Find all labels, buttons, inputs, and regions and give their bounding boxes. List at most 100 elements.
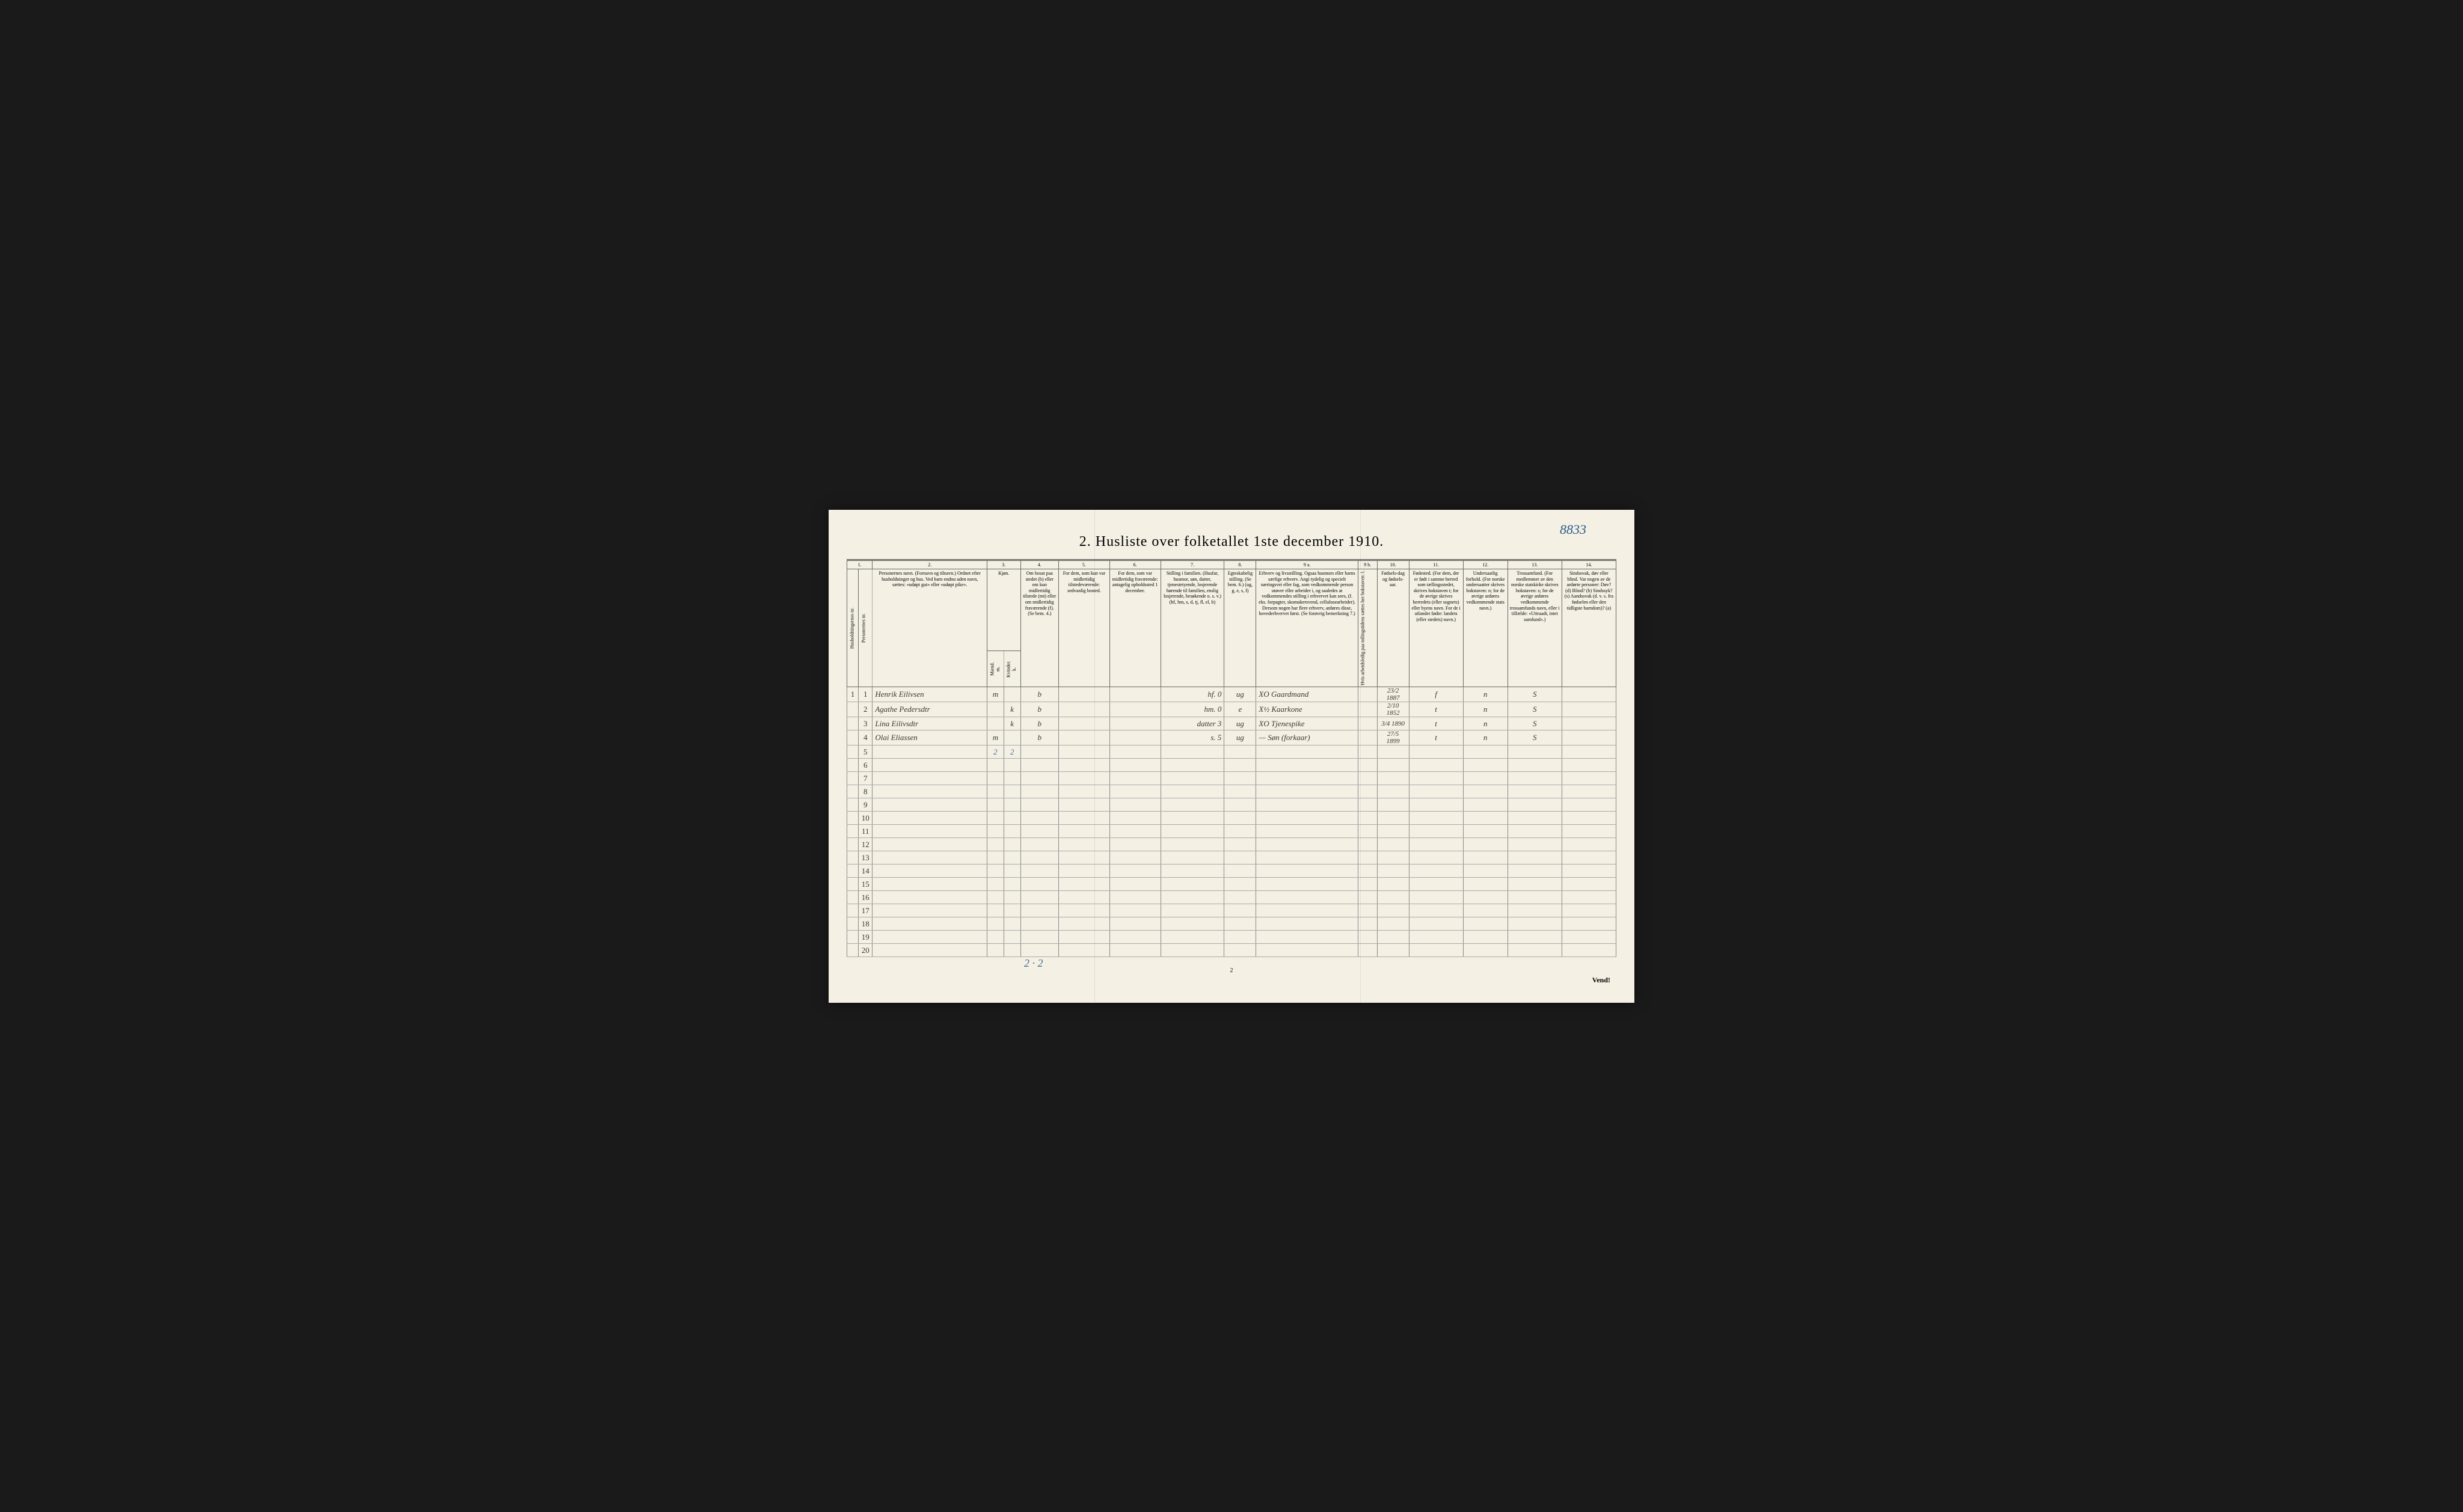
cell-empty [1377, 891, 1409, 904]
cell-m: m [987, 730, 1004, 745]
cell-empty [1161, 838, 1224, 851]
cell-empty [1377, 878, 1409, 891]
cell-col13: S [1508, 717, 1562, 730]
cell-col6 [1109, 730, 1161, 745]
cell-empty [1004, 917, 1020, 931]
column-number-row: 1. 2. 3. 4. 5. 6. 7. 8. 9 a. 9 b. 10. 11… [847, 560, 1616, 569]
cell-empty [987, 759, 1004, 772]
cell-k-total: 2 [1004, 745, 1020, 759]
cell-col14 [1562, 687, 1616, 702]
cell-empty [1377, 865, 1409, 878]
cell-empty [1059, 851, 1110, 865]
cell-empty [1256, 931, 1358, 944]
cell-empty [1004, 759, 1020, 772]
cell-empty [1508, 785, 1562, 798]
cell-empty [1409, 878, 1463, 891]
cell-empty [1463, 785, 1508, 798]
cell-hnr: 1 [847, 687, 859, 702]
cell-hnr [847, 772, 859, 785]
header-midlertidig-fravaerende: For dem, som var midlertidig fraværende:… [1109, 569, 1161, 687]
cell-empty [1059, 891, 1110, 904]
cell-empty [1463, 944, 1508, 957]
header-husholdning-nr: Husholdningernes nr. [847, 569, 859, 687]
cell-empty [1409, 851, 1463, 865]
cell-empty [1377, 825, 1409, 838]
cell-empty [1409, 931, 1463, 944]
cell-col14 [1562, 702, 1616, 717]
cell-empty [1020, 865, 1059, 878]
header-maend: Mænd.m. [987, 651, 1004, 687]
cell-hnr [847, 785, 859, 798]
cell-col13: S [1508, 687, 1562, 702]
cell-empty [1409, 865, 1463, 878]
cell-empty [1409, 944, 1463, 957]
cell-empty [1256, 825, 1358, 838]
cell-empty [873, 759, 987, 772]
cell-empty [1562, 772, 1616, 785]
colnum-5: 5. [1059, 560, 1110, 569]
header-stilling-familie: Stilling i familien. (Husfar, husmor, sø… [1161, 569, 1224, 687]
table-row: 2 Agathe Pedersdtr k b hm. 0 e X½ Kaarko… [847, 702, 1616, 717]
cell-hnr [847, 717, 859, 730]
cell-empty [1020, 891, 1059, 904]
table-row: 11 [847, 825, 1616, 838]
cell-empty [987, 891, 1004, 904]
cell-empty [1463, 825, 1508, 838]
cell-empty [1004, 785, 1020, 798]
cell-pnr: 4 [859, 730, 873, 745]
cell-empty [1224, 838, 1256, 851]
cell-empty [1059, 798, 1110, 812]
cell-empty [1109, 745, 1161, 759]
cell-empty [1224, 851, 1256, 865]
cell-col8: ug [1224, 717, 1256, 730]
cell-empty [1377, 851, 1409, 865]
census-page: 8833 2. Husliste over folketallet 1ste d… [829, 510, 1634, 1003]
header-bosat: Om bosat paa stedet (b) eller om kun mid… [1020, 569, 1059, 687]
cell-empty [1409, 825, 1463, 838]
cell-col12: n [1463, 730, 1508, 745]
cell-empty [1508, 904, 1562, 917]
cell-empty [1020, 798, 1059, 812]
cell-empty [1256, 759, 1358, 772]
cell-empty [1020, 745, 1059, 759]
cell-empty [1463, 759, 1508, 772]
cell-hnr [847, 838, 859, 851]
cell-empty [1377, 745, 1409, 759]
cell-empty [1161, 917, 1224, 931]
cell-empty [987, 838, 1004, 851]
cell-empty [1562, 785, 1616, 798]
cell-empty [873, 917, 987, 931]
cell-empty [1508, 891, 1562, 904]
header-name: Personernes navn. (Fornavn og tilnavn.) … [873, 569, 987, 687]
colnum-8: 8. [1224, 560, 1256, 569]
colnum-14: 14. [1562, 560, 1616, 569]
cell-k: k [1004, 717, 1020, 730]
cell-empty [1020, 785, 1059, 798]
cell-empty [1463, 798, 1508, 812]
cell-col5 [1059, 730, 1110, 745]
cell-empty [1020, 772, 1059, 785]
cell-pnr: 1 [859, 687, 873, 702]
colnum-10: 10. [1377, 560, 1409, 569]
cell-empty [873, 891, 987, 904]
cell-col6 [1109, 702, 1161, 717]
cell-empty [1562, 838, 1616, 851]
cell-col7: datter 3 [1161, 717, 1224, 730]
cell-empty [1463, 772, 1508, 785]
cell-empty [1463, 865, 1508, 878]
table-row: 10 [847, 812, 1616, 825]
table-row: 16 [847, 891, 1616, 904]
cell-empty [1161, 772, 1224, 785]
cell-col14 [1562, 717, 1616, 730]
cell-empty [1224, 785, 1256, 798]
cell-name: Henrik Eilivsen [873, 687, 987, 702]
cell-empty [1004, 865, 1020, 878]
table-row: 17 [847, 904, 1616, 917]
cell-empty [1109, 825, 1161, 838]
cell-name: Olai Eliassen [873, 730, 987, 745]
cell-empty [1562, 865, 1616, 878]
header-fodselsdato: Fødsels-dag og fødsels-aar. [1377, 569, 1409, 687]
cell-empty [1562, 798, 1616, 812]
colnum-2: 2. [873, 560, 987, 569]
cell-empty [987, 865, 1004, 878]
